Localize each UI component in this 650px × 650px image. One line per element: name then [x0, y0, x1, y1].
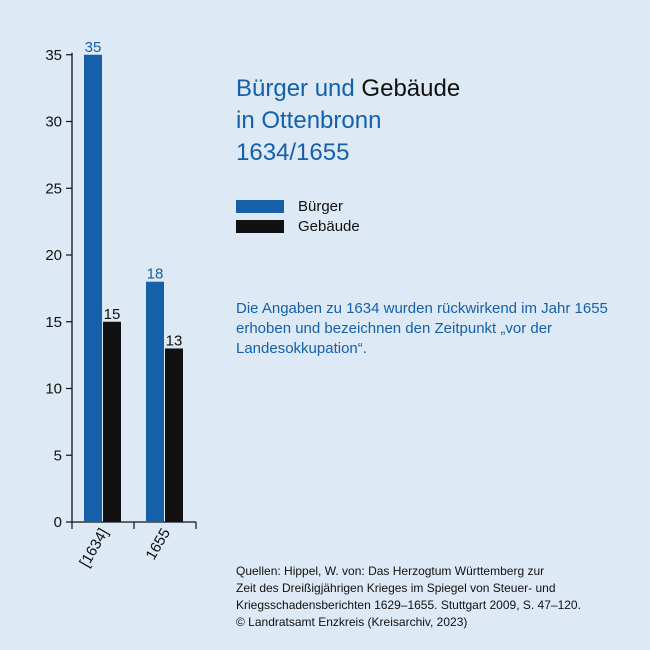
x-tick-label: 1655 [143, 526, 174, 563]
legend-item-gebaeude: Gebäude [236, 216, 360, 236]
bar-buerger [84, 54, 102, 522]
source-line: Quellen: Hippel, W. von: Das Herzogtum W… [236, 564, 545, 578]
y-tick-label: 30 [45, 114, 62, 131]
legend: Bürger Gebäude [236, 196, 360, 236]
title-line3: 1634/1655 [236, 139, 350, 166]
y-tick-label: 25 [45, 180, 62, 197]
chart-title: Bürger und Gebäude in Ottenbronn 1634/16… [236, 73, 460, 169]
source-line: Kriegsschadensberichten 1629–1655. Stutt… [236, 598, 581, 612]
data-label: 18 [147, 266, 164, 283]
data-label: 35 [85, 39, 102, 56]
chart-note: Die Angaben zu 1634 wurden rückwirkend i… [236, 300, 608, 357]
bar-gebaeude [103, 321, 121, 522]
title-part2: Gebäude [361, 75, 461, 102]
title-part1: Bürger und [236, 75, 355, 102]
source-line: © Landratsamt Enzkreis (Kreisarchiv, 202… [236, 615, 468, 629]
legend-swatch-gebaeude [236, 219, 284, 233]
x-tick-label: [1634] [76, 526, 112, 571]
y-tick-label: 15 [45, 314, 62, 331]
legend-label-buerger: Bürger [298, 197, 344, 215]
data-label: 13 [166, 332, 183, 349]
y-tick-label: 35 [45, 47, 62, 64]
sources: Quellen: Hippel, W. von: Das Herzogtum W… [236, 563, 636, 631]
source-line: Zeit des Dreißigjährigen Krieges im Spie… [236, 581, 556, 595]
y-tick-label: 20 [45, 247, 62, 264]
bar-gebaeude [165, 348, 183, 522]
y-tick-label: 5 [54, 447, 62, 464]
bar-buerger [146, 281, 164, 522]
legend-label-gebaeude: Gebäude [298, 217, 360, 235]
y-tick-label: 0 [54, 514, 62, 531]
title-line2: in Ottenbronn [236, 107, 382, 134]
legend-swatch-buerger [236, 199, 284, 213]
data-label: 15 [104, 306, 121, 323]
y-tick-label: 10 [45, 381, 62, 398]
legend-item-buerger: Bürger [236, 196, 360, 216]
